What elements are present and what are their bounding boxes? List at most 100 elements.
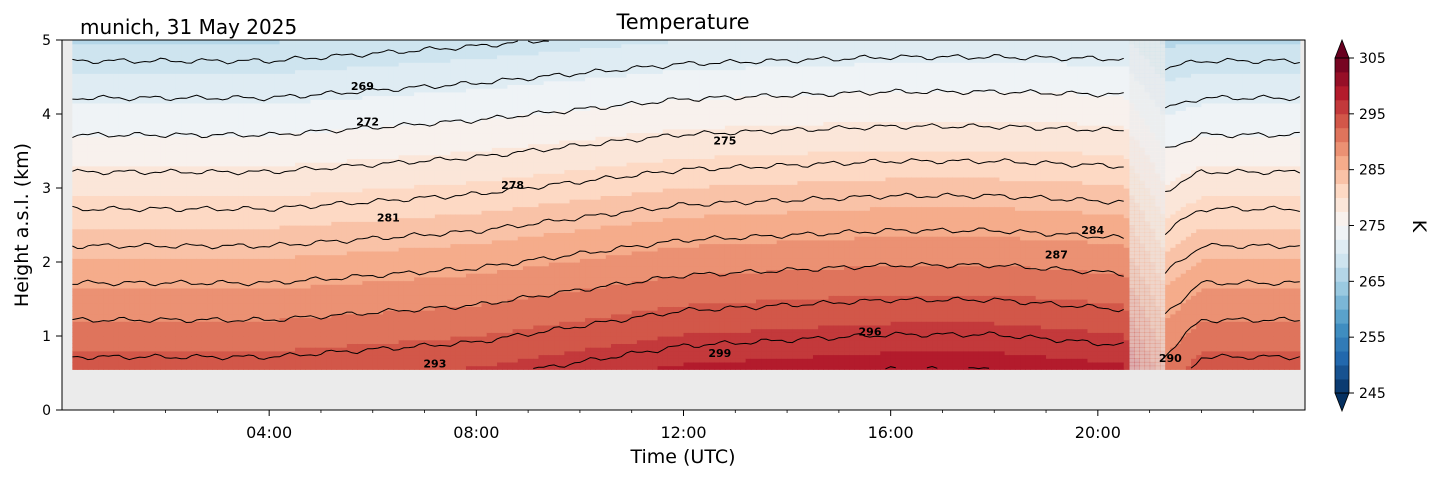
field-cell bbox=[331, 206, 338, 211]
field-cell bbox=[139, 73, 146, 78]
field-cell bbox=[227, 121, 234, 126]
field-cell bbox=[98, 221, 105, 226]
field-cell bbox=[289, 365, 296, 370]
field-cell bbox=[326, 102, 332, 108]
field-cell bbox=[310, 162, 317, 167]
field-cell bbox=[227, 117, 234, 122]
field-cell bbox=[326, 217, 332, 222]
field-cell bbox=[186, 358, 193, 363]
field-cell bbox=[139, 276, 146, 282]
field-cell bbox=[300, 80, 307, 85]
field-cell bbox=[253, 295, 260, 300]
field-cell bbox=[77, 276, 84, 282]
field-cell bbox=[253, 202, 260, 208]
field-cell bbox=[175, 350, 182, 356]
field-cell bbox=[108, 332, 115, 337]
field-cell bbox=[87, 40, 94, 45]
field-cell bbox=[191, 343, 198, 348]
field-cell bbox=[150, 265, 156, 270]
field-cell bbox=[295, 265, 301, 270]
field-cell bbox=[232, 317, 239, 322]
field-cell bbox=[212, 243, 218, 248]
field-cell bbox=[243, 213, 250, 219]
field-cell bbox=[295, 136, 301, 141]
field-cell bbox=[305, 62, 312, 67]
field-cell bbox=[108, 132, 115, 137]
field-cell bbox=[238, 221, 244, 226]
field-cell bbox=[82, 228, 89, 233]
field-cell bbox=[326, 114, 332, 119]
field-cell bbox=[129, 54, 136, 60]
field-cell bbox=[113, 191, 120, 196]
field-cell bbox=[263, 169, 270, 174]
field-cell bbox=[98, 250, 105, 256]
field-cell bbox=[129, 265, 136, 270]
field-cell bbox=[207, 291, 213, 296]
field-cell bbox=[310, 280, 317, 285]
field-cell bbox=[134, 88, 141, 93]
field-cell bbox=[207, 143, 213, 148]
field-cell bbox=[113, 139, 120, 145]
field-cell bbox=[269, 321, 275, 326]
field-cell bbox=[253, 139, 260, 145]
field-cell bbox=[253, 125, 260, 130]
field-cell bbox=[72, 328, 79, 333]
field-cell bbox=[134, 195, 141, 200]
field-cell bbox=[295, 106, 301, 111]
field-cell bbox=[155, 106, 162, 111]
field-cell bbox=[72, 361, 79, 367]
field-cell bbox=[253, 84, 260, 89]
field-cell bbox=[315, 195, 322, 200]
field-cell bbox=[196, 284, 203, 289]
field-cell bbox=[139, 358, 146, 363]
field-cell bbox=[357, 62, 363, 67]
field-cell bbox=[279, 228, 286, 233]
field-cell bbox=[284, 147, 291, 152]
field-cell bbox=[217, 206, 224, 211]
field-cell bbox=[310, 139, 317, 145]
field-cell bbox=[269, 139, 275, 145]
field-cell bbox=[269, 91, 275, 97]
field-cell bbox=[124, 125, 130, 130]
field-cell bbox=[93, 62, 99, 67]
field-cell bbox=[165, 213, 172, 219]
field-cell bbox=[331, 73, 338, 78]
field-cell bbox=[181, 136, 187, 141]
field-cell bbox=[170, 221, 177, 226]
field-cell bbox=[87, 202, 94, 208]
field-cell bbox=[248, 125, 255, 130]
field-cell bbox=[108, 232, 115, 237]
field-cell bbox=[124, 258, 130, 263]
field-cell bbox=[113, 165, 120, 171]
field-cell bbox=[77, 128, 84, 134]
field-cell bbox=[170, 365, 177, 370]
field-cell bbox=[118, 317, 125, 322]
field-cell bbox=[155, 43, 162, 48]
field-cell bbox=[295, 280, 301, 285]
field-cell bbox=[207, 91, 213, 97]
field-cell bbox=[103, 77, 110, 82]
field-cell bbox=[346, 184, 353, 189]
field-cell bbox=[331, 84, 338, 89]
field-cell bbox=[139, 299, 146, 304]
field-cell bbox=[103, 73, 110, 78]
field-cell bbox=[98, 147, 105, 152]
field-cell bbox=[139, 139, 146, 145]
field-cell bbox=[227, 54, 234, 60]
field-cell bbox=[227, 88, 234, 93]
field-cell bbox=[279, 306, 286, 311]
field-cell bbox=[82, 350, 89, 356]
field-cell bbox=[341, 173, 348, 178]
field-cell bbox=[331, 321, 338, 326]
field-cell bbox=[346, 321, 353, 326]
field-cell bbox=[212, 158, 218, 163]
field-cell bbox=[113, 69, 120, 74]
field-cell bbox=[289, 91, 296, 97]
field-cell bbox=[357, 162, 363, 167]
field-cell bbox=[269, 128, 275, 134]
field-cell bbox=[108, 361, 115, 367]
field-cell bbox=[274, 302, 281, 307]
field-cell bbox=[72, 317, 79, 322]
field-cell bbox=[320, 102, 327, 108]
field-cell bbox=[170, 143, 177, 148]
